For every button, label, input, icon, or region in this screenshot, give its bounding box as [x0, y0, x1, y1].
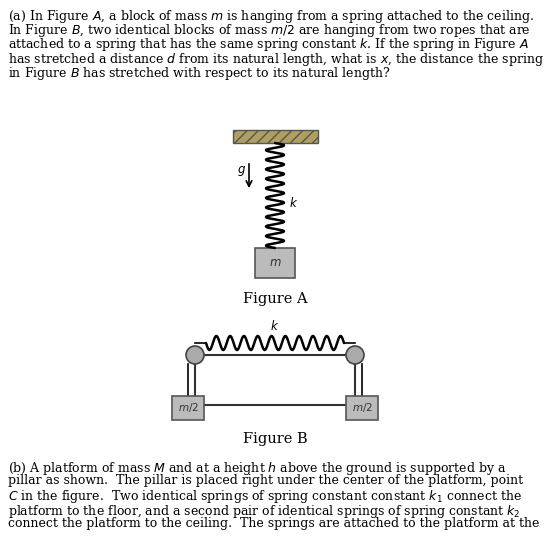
Text: attached to a spring that has the same spring constant $k$. If the spring in Fig: attached to a spring that has the same s…	[8, 36, 529, 53]
Text: $k$: $k$	[271, 319, 279, 333]
Text: has stretched a distance $d$ from its natural length, what is $x$, the distance : has stretched a distance $d$ from its na…	[8, 50, 544, 67]
Text: $C$ in the figure.  Two identical springs of spring constant constant $k_1$ conn: $C$ in the figure. Two identical springs…	[8, 488, 522, 506]
Text: Figure A: Figure A	[243, 292, 307, 306]
Text: (a) In Figure $A$, a block of mass $m$ is hanging from a spring attached to the : (a) In Figure $A$, a block of mass $m$ i…	[8, 8, 534, 25]
Text: connect the platform to the ceiling.  The springs are attached to the platform a: connect the platform to the ceiling. The…	[8, 517, 540, 530]
Circle shape	[186, 346, 204, 364]
Text: $m$: $m$	[269, 256, 281, 269]
Bar	[255, 248, 295, 278]
Text: Figure B: Figure B	[243, 432, 307, 446]
Bar	[195, 355, 355, 405]
Text: In Figure $B$, two identical blocks of mass $m/2$ are hanging from two ropes tha: In Figure $B$, two identical blocks of m…	[8, 22, 531, 39]
Text: platform to the floor, and a second pair of identical springs of spring constant: platform to the floor, and a second pair…	[8, 503, 520, 520]
Text: in Figure $B$ has stretched with respect to its natural length?: in Figure $B$ has stretched with respect…	[8, 65, 390, 82]
Text: $m/2$: $m/2$	[178, 401, 199, 414]
Text: (b) A platform of mass $M$ and at a height $h$ above the ground is supported by : (b) A platform of mass $M$ and at a heig…	[8, 460, 506, 477]
Text: $g$: $g$	[237, 164, 246, 178]
Bar	[233, 130, 317, 143]
Text: $m/2$: $m/2$	[351, 401, 372, 414]
Text: $k$: $k$	[289, 196, 298, 210]
Text: pillar as shown.  The pillar is placed right under the center of the platform, p: pillar as shown. The pillar is placed ri…	[8, 474, 523, 487]
Bar	[172, 396, 204, 420]
Circle shape	[346, 346, 364, 364]
Bar	[346, 396, 378, 420]
